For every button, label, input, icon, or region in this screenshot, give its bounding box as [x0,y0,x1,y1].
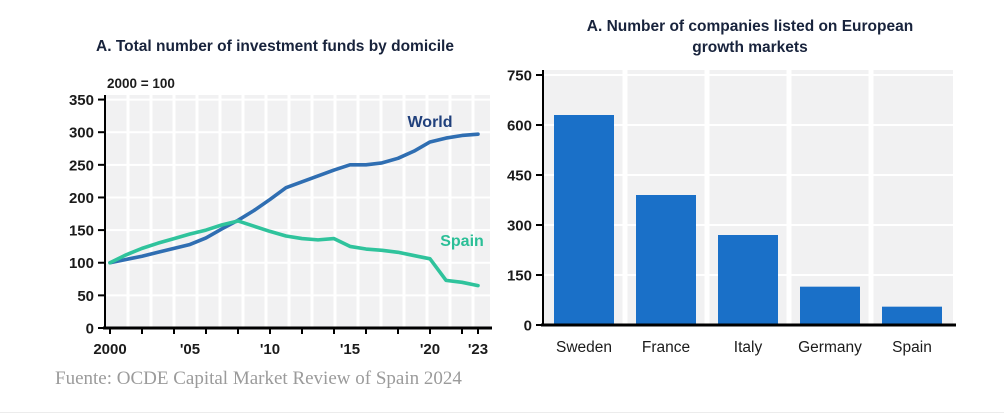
line-chart-title: A. Total number of investment funds by d… [96,38,454,55]
category-label: France [642,339,690,356]
x-tick-label: '05 [180,341,200,358]
bar-italy [718,235,778,325]
y-tick-label: 300 [69,125,94,142]
bar-france [636,195,696,325]
bar-germany [800,286,860,325]
category-label: Germany [798,339,862,356]
bar-chart-title: A. Number of companies listed on Europea… [505,16,995,58]
x-tick-label: '20 [420,341,440,358]
x-tick-label: '15 [340,341,360,358]
bar-spain [882,306,942,325]
y-tick-label: 150 [69,223,94,240]
spain-series-label: Spain [440,233,484,250]
category-label: Sweden [556,339,612,356]
y-tick-label: 750 [507,68,532,85]
y-tick-label: 300 [507,218,532,235]
listed-companies-bar-chart: 0 150 300 450 600 750 Sweden France Italy Germany… [507,68,956,356]
y-tick-label: 450 [507,168,532,185]
y-tick-label: 0 [524,318,532,335]
category-label: Spain [892,339,932,356]
bar-chart-title-line2: growth markets [692,39,808,56]
bar-sweden [554,115,614,325]
spain-series-line [108,219,480,288]
world-series-label: World [407,114,452,131]
y-tick-label: 150 [507,268,532,285]
y-tick-label: 100 [69,255,94,272]
y-tick-label: 0 [86,321,94,338]
x-tick-label: '23 [468,341,488,358]
category-label: Italy [734,339,763,356]
world-series-line [108,132,480,265]
y-tick-label: 200 [69,190,94,207]
y-tick-label: 600 [507,118,532,135]
y-tick-label: 350 [69,92,94,109]
x-tick-label: '10 [260,341,280,358]
x-tick-label: 2000 [93,341,126,358]
y-tick-label: 50 [77,288,94,305]
investment-funds-line-chart: 0 50 100 150 200 250 300 350 2000 '05 '10 '15 '20 '23… [69,92,492,358]
bar-chart-title-line1: A. Number of companies listed on Europea… [586,18,914,35]
y-tick-label: 250 [69,157,94,174]
line-chart-index-note: 2000 = 100 [107,76,175,91]
source-note: Fuente: OCDE Capital Market Review of Sp… [55,368,462,389]
